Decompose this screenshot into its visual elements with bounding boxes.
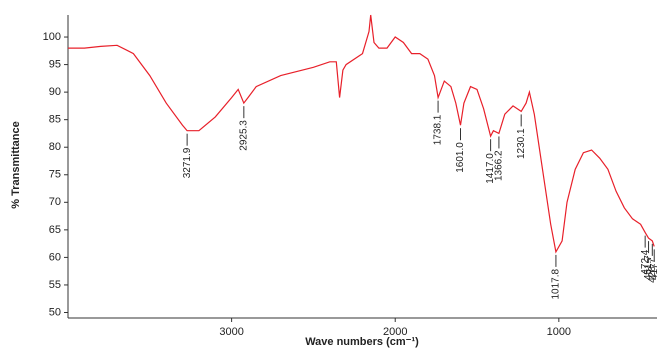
- spectrum-line: [68, 14, 655, 254]
- peak-label: 1366.2: [494, 150, 505, 181]
- y-tick-label: 70: [49, 196, 61, 208]
- peak-label: 428.7: [647, 257, 657, 282]
- y-axis-title: % Transmittance: [10, 121, 22, 208]
- peak-label: 1417.0: [485, 153, 496, 184]
- y-tick-label: 55: [49, 279, 61, 291]
- peak-label: 1230.1: [516, 128, 527, 159]
- peak-label: 2925.3: [238, 120, 249, 151]
- peak-label: 451.7: [643, 255, 654, 280]
- y-tick-label: 75: [49, 169, 61, 181]
- peak-label: 3271.9: [182, 147, 193, 178]
- peak-label: 1017.8: [551, 268, 562, 299]
- x-tick-label: 3000: [219, 326, 243, 338]
- y-tick-label: 65: [49, 224, 61, 236]
- peak-label: 1601.0: [455, 142, 466, 173]
- peak-label: 472.4: [640, 249, 651, 274]
- y-tick-label: 100: [43, 31, 61, 43]
- x-tick-label: 2000: [383, 326, 407, 338]
- y-tick-label: 95: [49, 58, 61, 70]
- peak-label: 1738.1: [433, 114, 444, 145]
- x-tick-label: 1000: [547, 326, 571, 338]
- y-tick-label: 50: [49, 306, 61, 318]
- peak-label: 417: [649, 263, 657, 280]
- x-axis-title: Wave numbers (cm⁻¹): [305, 336, 419, 348]
- y-tick-label: 90: [49, 86, 61, 98]
- y-tick-label: 85: [49, 114, 61, 126]
- y-tick-label: 60: [49, 251, 61, 263]
- y-tick-label: 80: [49, 141, 61, 153]
